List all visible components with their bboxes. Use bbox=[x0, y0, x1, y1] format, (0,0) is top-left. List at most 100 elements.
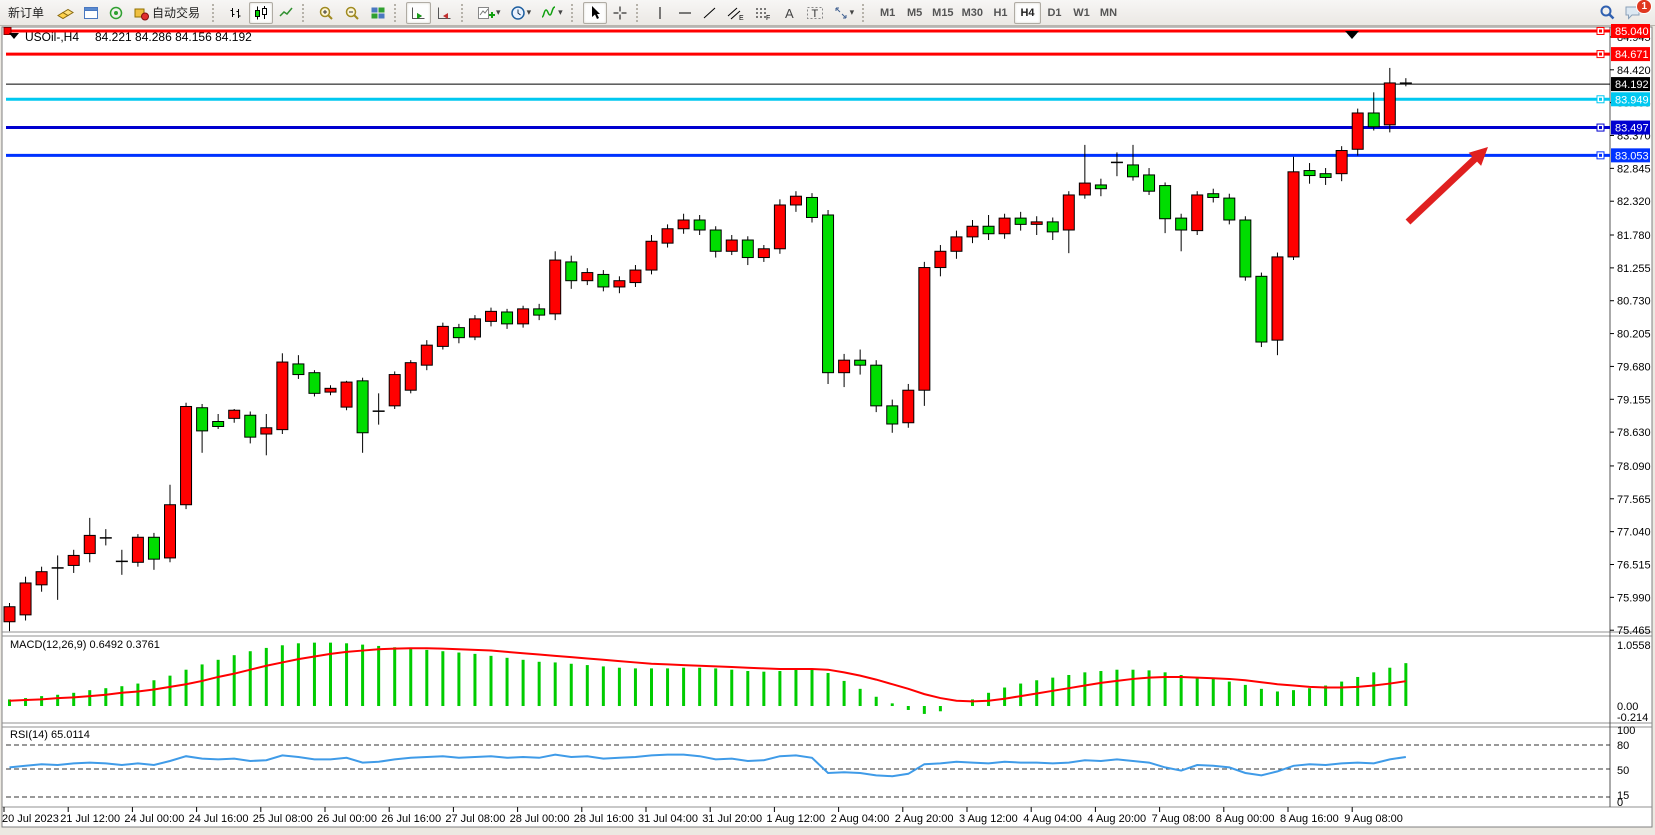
candle bbox=[982, 225, 995, 235]
clock-icon bbox=[510, 5, 526, 21]
new-order-button[interactable]: 新订单 bbox=[2, 2, 52, 24]
gold-bars-icon bbox=[57, 5, 74, 21]
macd-axis-label: 1.0558 bbox=[1617, 640, 1651, 652]
candle bbox=[565, 261, 578, 282]
timeframe-M5[interactable]: M5 bbox=[907, 6, 923, 19]
zoom-out-button[interactable] bbox=[340, 2, 365, 24]
candle bbox=[228, 409, 241, 419]
sell-marker-icon[interactable] bbox=[1345, 31, 1359, 39]
indicators-button[interactable]: ▾ bbox=[536, 2, 567, 24]
toolbar-grip bbox=[302, 3, 309, 22]
candlestick-chart-button[interactable] bbox=[249, 1, 274, 24]
symbol-dropdown-icon[interactable] bbox=[9, 33, 19, 39]
candle bbox=[388, 374, 401, 407]
text-button[interactable]: A bbox=[777, 2, 801, 24]
timeframe-M1[interactable]: M1 bbox=[880, 6, 896, 19]
svg-text:T: T bbox=[811, 8, 818, 20]
equidistant-channel-button[interactable]: E bbox=[723, 2, 749, 24]
candle bbox=[1319, 173, 1332, 178]
chart-shift-button[interactable] bbox=[432, 2, 457, 24]
arrows-icon bbox=[833, 5, 849, 21]
rsi-axis-label: 100 bbox=[1617, 725, 1635, 737]
fibonacci-icon: F bbox=[754, 5, 772, 21]
timeframe-H1[interactable]: H1 bbox=[993, 6, 1008, 19]
new-chart-button[interactable]: ▾ bbox=[473, 2, 505, 24]
horizontal-line-icon bbox=[677, 5, 693, 21]
svg-text:A: A bbox=[785, 6, 794, 21]
candle bbox=[645, 240, 658, 271]
bar-chart-button[interactable] bbox=[224, 2, 248, 24]
toolbar-grip bbox=[212, 3, 219, 22]
candle bbox=[1335, 150, 1348, 175]
arrows-button[interactable]: ▾ bbox=[829, 2, 859, 24]
candle bbox=[966, 225, 979, 238]
rsi-axis-label: 80 bbox=[1617, 740, 1629, 752]
auto-trading-button[interactable]: 自动交易 bbox=[129, 2, 208, 24]
line-chart-button[interactable] bbox=[274, 2, 298, 24]
price-badge bbox=[1611, 47, 1650, 62]
price-tick-label: 79.155 bbox=[1617, 394, 1651, 406]
data-window-button[interactable] bbox=[79, 2, 103, 24]
auto-trading-label: 自动交易 bbox=[152, 6, 201, 20]
crosshair-button[interactable] bbox=[608, 2, 632, 24]
tile-windows-button[interactable] bbox=[366, 2, 390, 24]
candle bbox=[404, 362, 417, 391]
vertical-line-button[interactable] bbox=[648, 2, 672, 24]
toolbar-grip bbox=[570, 3, 578, 22]
arrow-annotation-head[interactable] bbox=[1468, 147, 1488, 166]
price-badge-label: 84.192 bbox=[1615, 79, 1649, 91]
candle bbox=[1287, 171, 1300, 258]
chart-title-ohlc: 84.221 84.286 84.156 84.192 bbox=[95, 30, 252, 44]
price-badge-label: 83.497 bbox=[1615, 123, 1649, 135]
arrow-annotation-shaft[interactable] bbox=[1405, 153, 1481, 225]
candle bbox=[1255, 275, 1268, 343]
candle bbox=[709, 229, 722, 252]
market-watch-button[interactable] bbox=[53, 2, 78, 24]
horizontal-line-button[interactable] bbox=[673, 2, 697, 24]
time-tick-label: 26 Jul 00:00 bbox=[317, 813, 377, 825]
timeframe-MN[interactable]: MN bbox=[1099, 6, 1118, 19]
notifications-button[interactable]: 1 bbox=[1620, 0, 1652, 24]
time-tick-label: 7 Aug 08:00 bbox=[1152, 813, 1211, 825]
candle bbox=[35, 571, 48, 586]
candle bbox=[934, 250, 947, 269]
fibonacci-button[interactable]: F bbox=[750, 2, 776, 24]
candle bbox=[292, 363, 305, 376]
text-label-button[interactable]: T bbox=[802, 2, 828, 24]
time-tick-label: 9 Aug 08:00 bbox=[1344, 813, 1403, 825]
price-tick-label: 81.255 bbox=[1617, 263, 1651, 275]
trendline-button[interactable] bbox=[698, 2, 722, 24]
navigator-button[interactable] bbox=[104, 2, 128, 24]
periods-button[interactable]: ▾ bbox=[506, 2, 536, 24]
radar-icon bbox=[108, 5, 124, 21]
candle bbox=[452, 327, 465, 339]
hline-handle-dot bbox=[1599, 52, 1602, 56]
rsi-label: RSI(14) 65.0114 bbox=[10, 729, 90, 741]
time-tick-label: 2 Aug 04:00 bbox=[831, 813, 890, 825]
time-tick-label: 28 Jul 00:00 bbox=[510, 813, 570, 825]
cursor-button[interactable] bbox=[582, 1, 607, 24]
rsi-line bbox=[9, 753, 1406, 778]
candle bbox=[1062, 194, 1075, 231]
line-chart-icon bbox=[278, 5, 294, 21]
time-tick-label: 4 Aug 04:00 bbox=[1023, 813, 1082, 825]
svg-text:E: E bbox=[739, 15, 744, 21]
price-tick-label: 78.630 bbox=[1617, 427, 1651, 439]
candle bbox=[1303, 170, 1316, 177]
auto-scroll-button[interactable] bbox=[406, 1, 432, 24]
chevron-down-icon: ▾ bbox=[849, 7, 855, 17]
time-tick-label: 21 Jul 12:00 bbox=[60, 813, 120, 825]
timeframe-H4[interactable]: H4 bbox=[1013, 1, 1041, 24]
candle bbox=[629, 269, 642, 284]
price-tick-label: 81.780 bbox=[1617, 230, 1651, 242]
search-button[interactable] bbox=[1594, 2, 1620, 24]
timeframe-M15[interactable]: M15 bbox=[932, 6, 954, 19]
timeframe-W1[interactable]: W1 bbox=[1073, 6, 1090, 19]
hline-handle-left[interactable] bbox=[3, 27, 12, 35]
price-badge-label: 85.040 bbox=[1615, 26, 1649, 38]
timeframe-M30[interactable]: M30 bbox=[961, 6, 983, 19]
zoom-in-button[interactable] bbox=[314, 2, 339, 24]
timeframe-D1[interactable]: D1 bbox=[1047, 6, 1062, 19]
candle bbox=[613, 280, 626, 288]
macd-axis-label: -0.214 bbox=[1617, 712, 1648, 724]
